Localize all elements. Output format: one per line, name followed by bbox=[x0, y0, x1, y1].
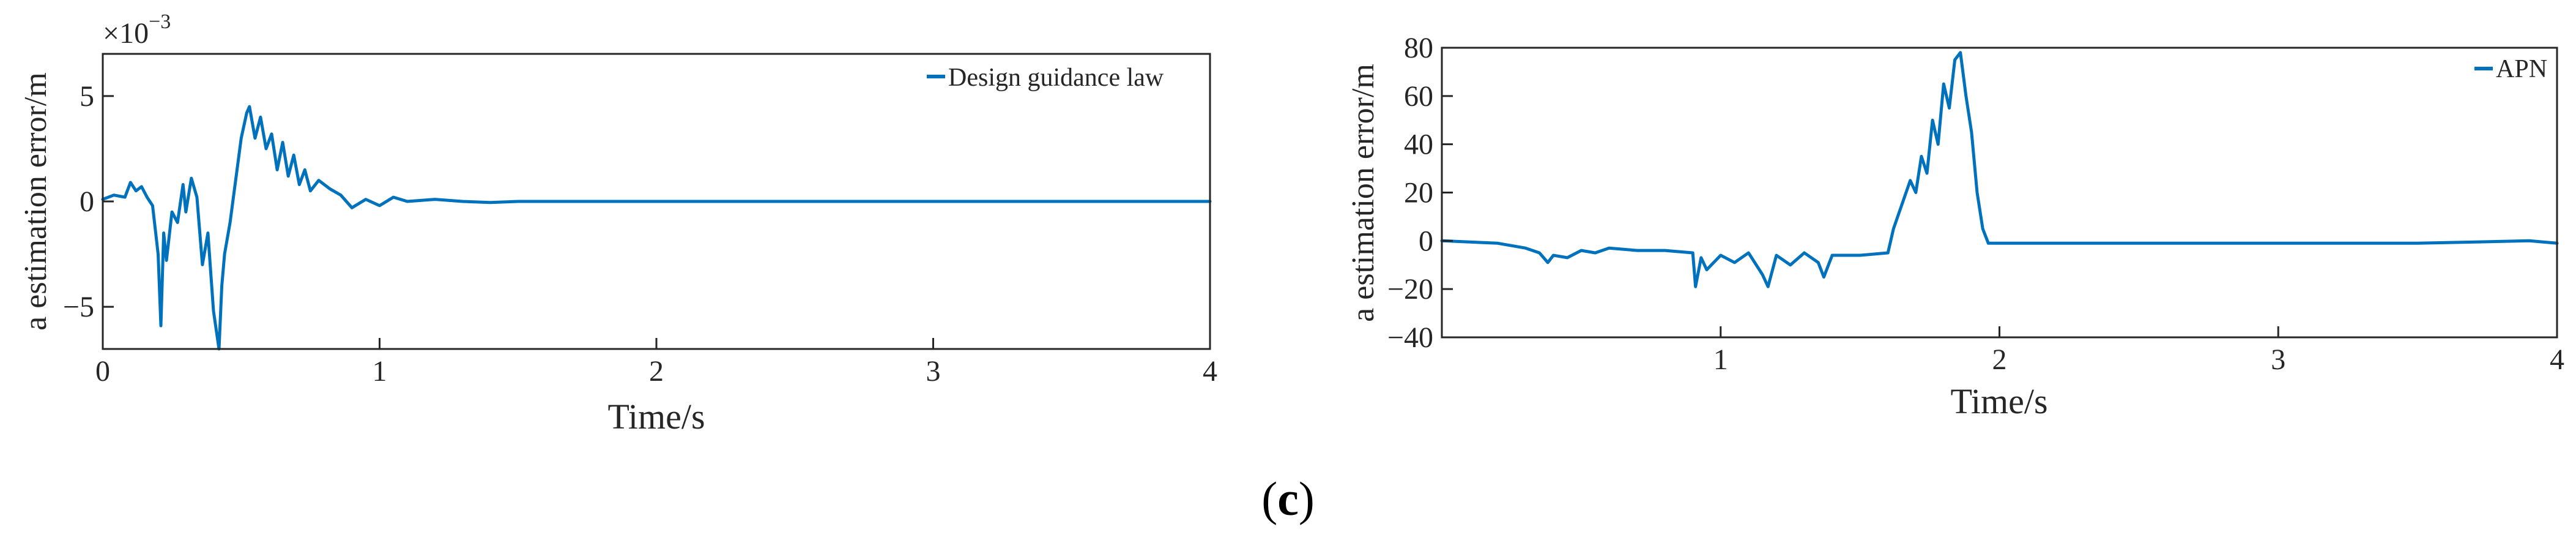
chart-right: 1 2 3 4 −40 −20 0 20 40 60 80 Time/s a estimation … bbox=[1346, 32, 2564, 421]
caption-open: ( bbox=[1261, 472, 1278, 525]
y-tick-label-left-1: 0 bbox=[80, 186, 94, 218]
tick-layer-right: 1 2 3 4 −40 −20 0 20 40 60 80 bbox=[1387, 32, 2564, 376]
x-tick-label-left-4: 4 bbox=[1203, 355, 1217, 388]
series-line-right-0 bbox=[1440, 51, 2559, 288]
x-tick-label-right-2: 3 bbox=[2271, 343, 2285, 376]
y-tick-label-left-0: −5 bbox=[63, 291, 94, 323]
legend-right: APN bbox=[2474, 55, 2547, 83]
y-exponent-label-left: ×10−3 bbox=[103, 10, 171, 50]
x-tick-label-left-1: 1 bbox=[373, 355, 387, 388]
x-tick-label-left-3: 3 bbox=[926, 355, 941, 388]
series-line-left-0 bbox=[101, 105, 1212, 351]
x-tick-label-left-2: 2 bbox=[649, 355, 664, 388]
y-tick-label-right-0: −40 bbox=[1387, 321, 1433, 354]
x-tick-label-left-0: 0 bbox=[95, 355, 110, 388]
x-tick-label-right-3: 4 bbox=[2550, 343, 2564, 376]
y-axis-label-left: a estimation error/m bbox=[18, 72, 53, 331]
plot-frame-left bbox=[102, 53, 1211, 350]
chart-left: 0 1 2 3 4−505 ×10−3 Time/s a estimation erro… bbox=[18, 10, 1217, 437]
legend-label-right: APN bbox=[2496, 55, 2547, 83]
y-tick-label-right-2: 0 bbox=[1419, 225, 1433, 257]
x-tick-label-right-0: 1 bbox=[1713, 343, 1728, 376]
y-axis-label-right: a estimation error/m bbox=[1346, 64, 1381, 322]
x-tick-label-right-1: 2 bbox=[1992, 343, 2007, 376]
legend-label-left: Design guidance law bbox=[948, 64, 1164, 92]
tick-layer-left: 0 1 2 3 4−505 bbox=[63, 80, 1217, 388]
caption-letter: c bbox=[1277, 472, 1299, 525]
y-tick-label-right-6: 80 bbox=[1404, 32, 1433, 64]
y-tick-label-left-2: 5 bbox=[80, 80, 94, 113]
plot-area-right bbox=[1442, 48, 2557, 337]
y-tick-label-right-5: 60 bbox=[1404, 80, 1433, 113]
legend-left: Design guidance law bbox=[927, 64, 1164, 92]
x-axis-label-right: Time/s bbox=[1950, 381, 2047, 421]
y-tick-label-right-4: 40 bbox=[1404, 129, 1433, 161]
plot-frame-right bbox=[1441, 47, 2558, 339]
series-layer-left bbox=[101, 105, 1212, 351]
y-tick-label-right-1: −20 bbox=[1387, 273, 1433, 305]
y-tick-label-right-3: 20 bbox=[1404, 177, 1433, 209]
caption-close: ) bbox=[1298, 472, 1315, 525]
series-layer-right bbox=[1440, 51, 2559, 288]
x-axis-label-left: Time/s bbox=[607, 397, 705, 437]
figure-caption: (c) bbox=[0, 471, 2576, 527]
